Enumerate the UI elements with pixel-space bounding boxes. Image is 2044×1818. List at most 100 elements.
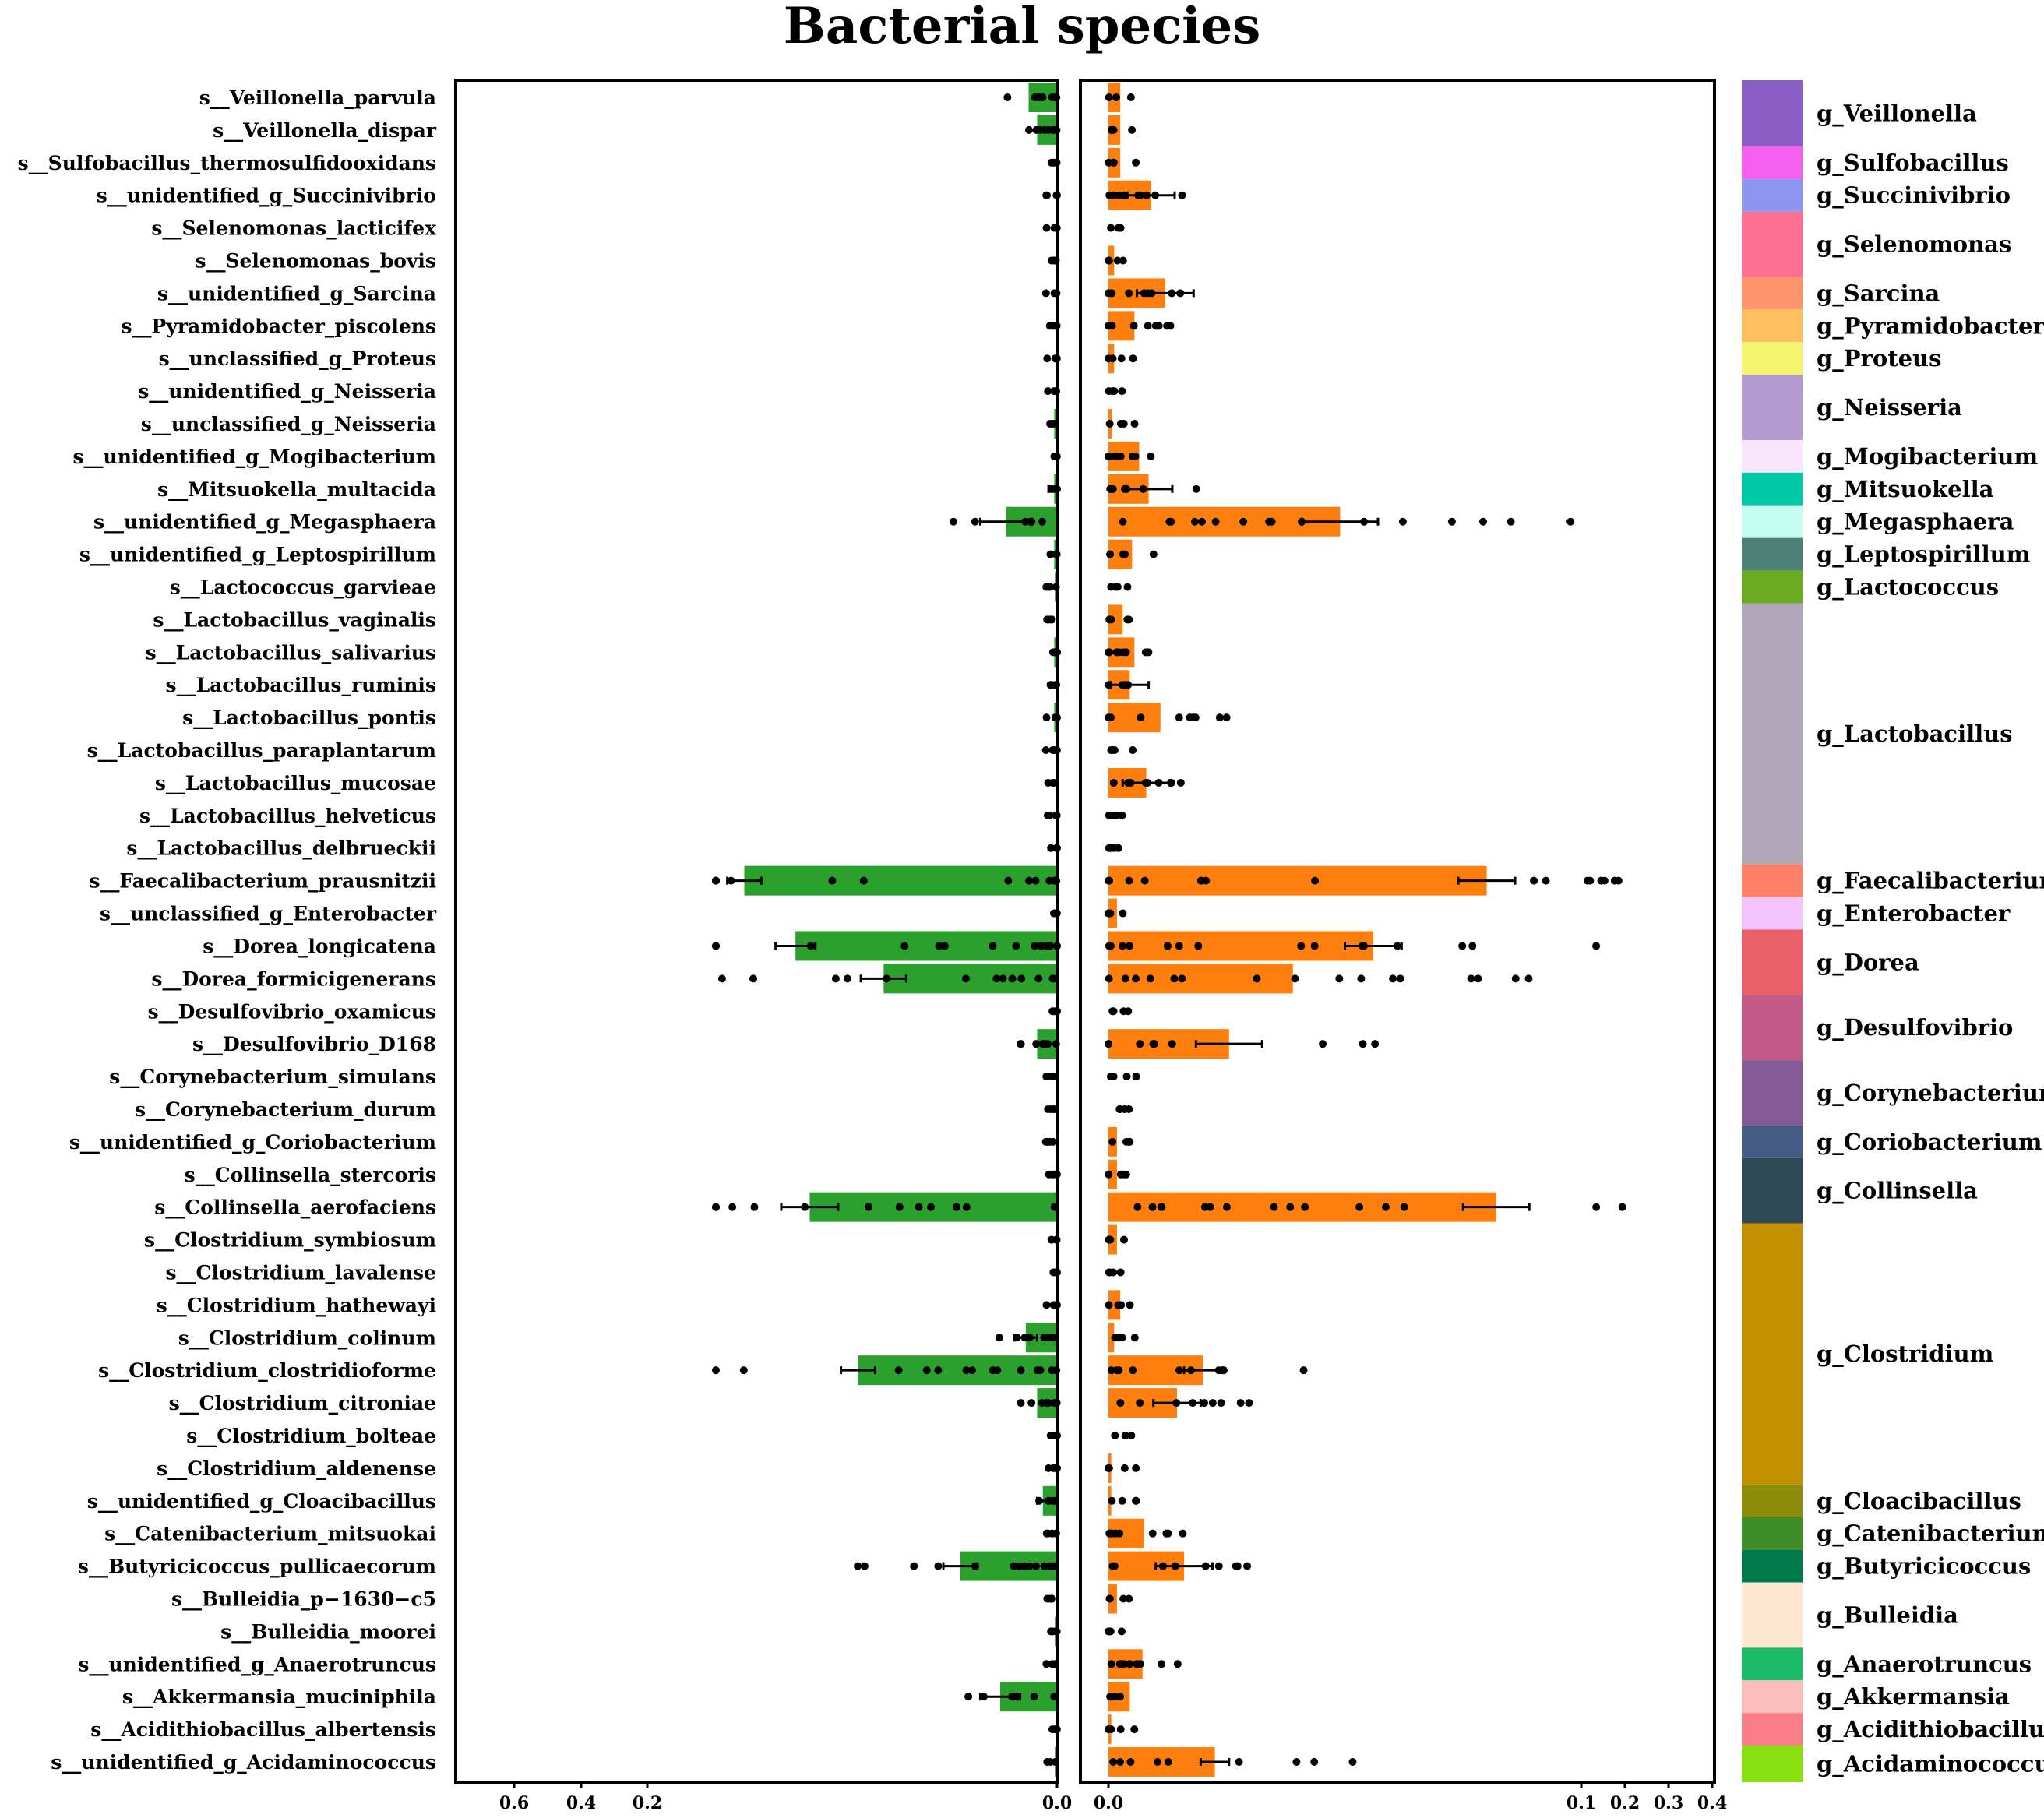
right-sample-dot — [1191, 713, 1200, 722]
left-sample-dot — [1050, 974, 1059, 983]
left-sample-dot — [1010, 1562, 1018, 1570]
legend-swatch — [1742, 1223, 1803, 1485]
right-sample-dot — [1130, 1725, 1139, 1734]
right-sample-dot — [1107, 1725, 1115, 1734]
legend-swatch — [1742, 1157, 1803, 1224]
legend-swatch — [1742, 570, 1803, 604]
right-panel-frame — [1079, 79, 1716, 1784]
right-sample-dot — [1192, 484, 1200, 493]
left-sample-dot — [1047, 1627, 1055, 1636]
left-sample-dot — [999, 974, 1007, 983]
left-axis-tick-label: 0.4 — [566, 1793, 596, 1813]
left-sample-dot — [949, 517, 957, 526]
right-sample-dot — [1152, 322, 1161, 330]
right-sample-dot — [1126, 93, 1135, 101]
right-sample-dot — [1112, 93, 1120, 101]
right-sample-dot — [1222, 1203, 1231, 1211]
right-sample-dot — [1270, 1203, 1278, 1211]
left-sample-dot — [831, 974, 840, 983]
right-sample-dot — [1126, 942, 1134, 950]
species-label: s__Selenomonas_bovis — [195, 250, 436, 273]
left-sample-dot — [1031, 942, 1039, 950]
left-sample-dot — [1013, 1334, 1021, 1342]
right-sample-dot — [1118, 681, 1126, 689]
legend-label: g_Collinsella — [1817, 1178, 1978, 1204]
left-sample-dot — [860, 1562, 869, 1570]
left-sample-dot — [1043, 1758, 1052, 1766]
right-sample-dot — [1524, 974, 1533, 983]
right-sample-dot — [1123, 583, 1132, 591]
right-sample-dot — [1115, 1660, 1124, 1668]
species-label: s__Lactobacillus_mucosae — [155, 772, 436, 794]
legend-label: g_Sarcina — [1817, 280, 1940, 306]
right-sample-dot — [1105, 1627, 1114, 1636]
species-label: s__Lactobacillus_helveticus — [139, 805, 436, 827]
left-sample-dot — [1013, 1693, 1022, 1701]
right-sample-dot — [1125, 615, 1133, 624]
left-sample-dot — [922, 1366, 931, 1375]
right-sample-dot — [1105, 1170, 1113, 1179]
right-sample-dot — [1189, 1399, 1197, 1408]
right-sample-dot — [1222, 713, 1231, 722]
left-sample-dot — [1046, 681, 1055, 689]
right-sample-dot — [1154, 778, 1163, 787]
right-sample-dot — [1109, 778, 1118, 787]
right-sample-dot — [1239, 517, 1248, 526]
right-sample-dot — [1105, 681, 1113, 689]
right-sample-dot — [1109, 1073, 1118, 1081]
right-sample-dot — [1105, 1040, 1113, 1048]
left-sample-dot — [801, 1203, 809, 1211]
legend-swatch — [1742, 472, 1803, 506]
species-label: s__unidentified_g_Neisseria — [138, 380, 436, 403]
right-sample-dot — [1132, 974, 1140, 983]
right-sample-dot — [1125, 289, 1133, 298]
right-sample-dot — [1600, 876, 1609, 885]
species-label: s__Lactobacillus_ruminis — [166, 674, 437, 696]
right-sample-dot — [1291, 974, 1299, 983]
right-sample-dot — [1136, 191, 1144, 199]
left-sample-dot — [1049, 876, 1058, 885]
right-sample-dot — [1359, 1040, 1367, 1048]
right-sample-dot — [1108, 1137, 1117, 1146]
species-label: s__Veillonella_parvula — [199, 86, 436, 109]
left-sample-dot — [1032, 1562, 1041, 1570]
right-sample-dot — [1122, 648, 1130, 657]
right-sample-dot — [1214, 1562, 1223, 1570]
right-sample-dot — [1105, 452, 1113, 460]
left-sample-dot — [910, 1562, 918, 1570]
species-label: s__Clostridium_colinum — [178, 1327, 436, 1349]
legend-swatch — [1742, 537, 1803, 571]
right-sample-dot — [1172, 1399, 1181, 1408]
right-sample-dot — [1167, 517, 1175, 526]
left-sample-dot — [712, 1366, 720, 1375]
right-sample-dot — [1118, 387, 1126, 396]
left-sample-dot — [900, 942, 909, 950]
right-sample-dot — [1267, 517, 1276, 526]
right-sample-dot — [1107, 583, 1115, 591]
right-sample-dot — [1108, 1496, 1116, 1505]
legend-swatch — [1742, 375, 1803, 440]
left-sample-dot — [1040, 125, 1048, 134]
right-sample-dot — [1109, 1268, 1118, 1277]
right-sample-dot — [1124, 778, 1133, 787]
species-label: s__Lactobacillus_paraplantarum — [87, 739, 436, 762]
legend-swatch — [1742, 897, 1803, 930]
right-sample-dot — [1175, 1366, 1183, 1375]
right-sample-dot — [1478, 517, 1487, 526]
left-sample-dot — [1042, 942, 1051, 950]
legend-swatch — [1742, 80, 1803, 146]
right-sample-dot — [1381, 1203, 1390, 1211]
left-sample-dot — [728, 1203, 737, 1211]
right-sample-dot — [1124, 681, 1133, 689]
species-label: s__unidentified_g_Anaerotruncus — [78, 1653, 436, 1675]
species-label: s__Clostridium_hathewayi — [157, 1294, 436, 1316]
legend-label: g_Coriobacterium — [1817, 1129, 2042, 1155]
left-sample-dot — [1032, 1040, 1041, 1048]
left-sample-dot — [952, 1203, 960, 1211]
left-sample-dot — [1017, 1040, 1025, 1048]
right-sample-dot — [1119, 256, 1127, 265]
species-label: s__Clostridium_symbiosum — [144, 1229, 436, 1252]
right-sample-dot — [1148, 1529, 1157, 1538]
legend-swatch — [1742, 1713, 1803, 1746]
right-sample-dot — [1106, 909, 1115, 918]
